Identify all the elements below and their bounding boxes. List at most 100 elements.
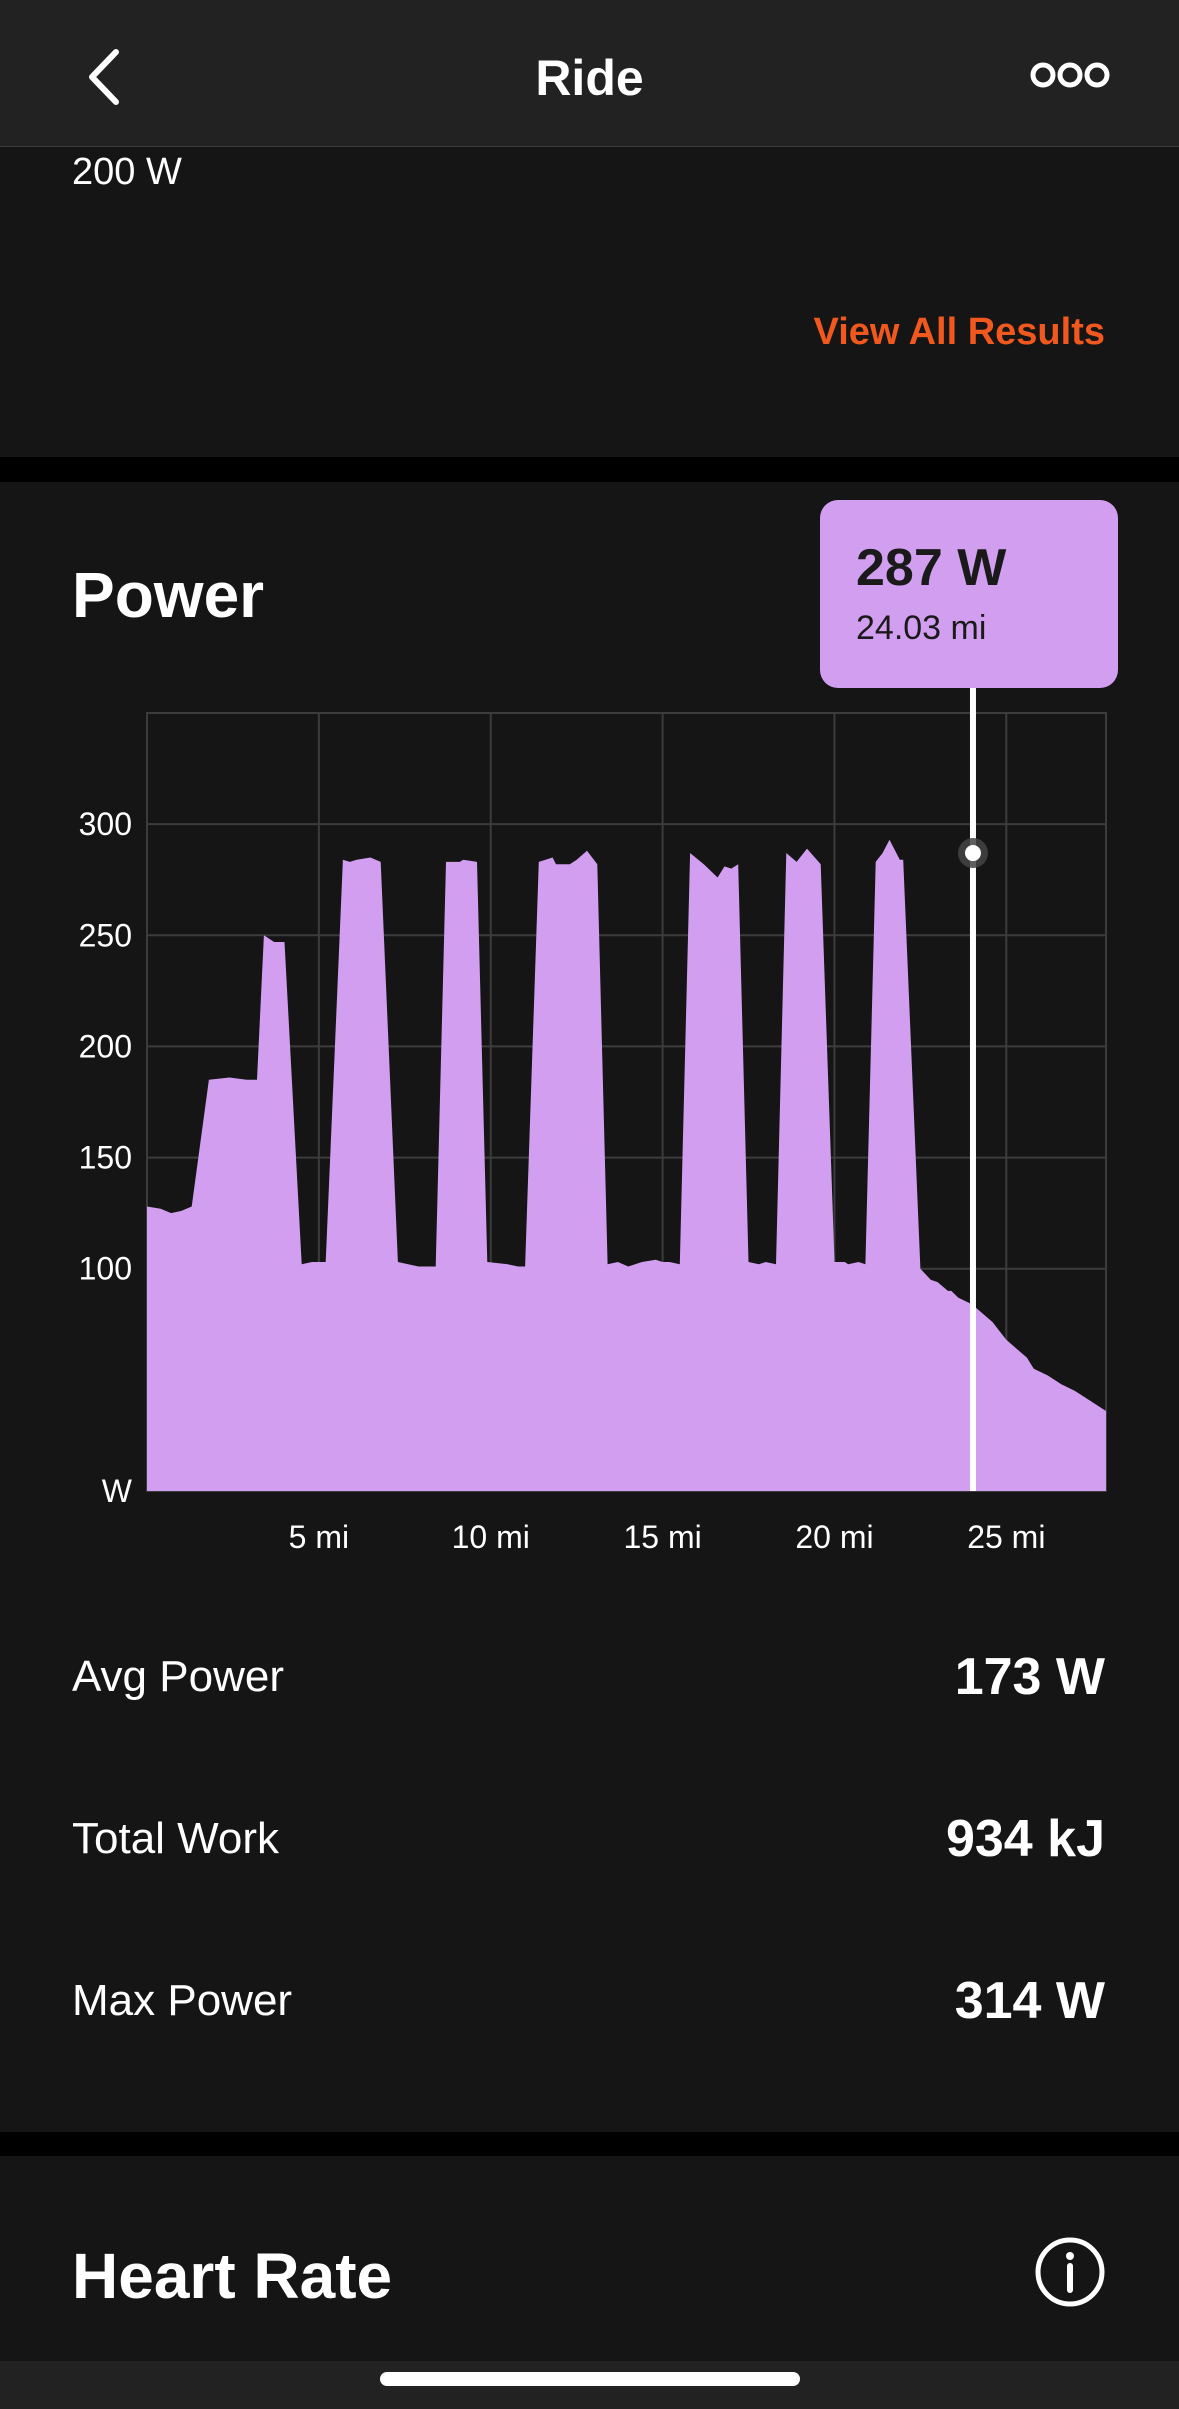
chart-data-point bbox=[356, 859, 357, 860]
chart-data-point bbox=[834, 1262, 835, 1263]
chart-data-point bbox=[380, 861, 381, 862]
chart-data-point bbox=[487, 1262, 488, 1263]
partial-result-value: 200 W bbox=[72, 151, 182, 193]
y-tick-label: 300 bbox=[79, 806, 132, 842]
chart-data-point bbox=[147, 1206, 148, 1207]
y-tick-label: 150 bbox=[79, 1140, 132, 1176]
chart-data-point bbox=[703, 864, 704, 865]
chart-data-point bbox=[525, 1266, 526, 1267]
chart-data-point bbox=[552, 857, 553, 858]
chart-data-point bbox=[518, 1266, 519, 1267]
heart-rate-section-title: Heart Rate bbox=[72, 2240, 393, 2312]
chart-data-point bbox=[597, 864, 598, 865]
chart-data-point bbox=[655, 1259, 656, 1260]
chart-data-point bbox=[796, 861, 797, 862]
chart-data-point bbox=[889, 839, 890, 840]
y-tick-label: 200 bbox=[79, 1028, 132, 1064]
chart-data-point bbox=[992, 1322, 993, 1323]
chart-data-point bbox=[435, 1266, 436, 1267]
chart-data-point bbox=[418, 1266, 419, 1267]
chart-data-point bbox=[370, 857, 371, 858]
chart-data-point bbox=[982, 1313, 983, 1314]
chart-data-point bbox=[951, 1290, 952, 1291]
chart-data-point bbox=[507, 1264, 508, 1265]
chart-data-point bbox=[459, 861, 460, 862]
chart-data-point bbox=[477, 861, 478, 862]
x-tick-label: 20 mi bbox=[795, 1519, 873, 1555]
x-tick-label: 25 mi bbox=[967, 1519, 1045, 1555]
chart-data-point bbox=[301, 1264, 302, 1265]
chart-data-point bbox=[576, 859, 577, 860]
chart-data-point bbox=[1061, 1384, 1062, 1385]
chart-data-point bbox=[628, 1266, 629, 1267]
chart-data-point bbox=[865, 1264, 866, 1265]
chart-data-point bbox=[1006, 1339, 1007, 1340]
power-section-title: Power bbox=[72, 559, 265, 631]
chart-data-point bbox=[556, 864, 557, 865]
chart-data-point bbox=[171, 1213, 172, 1214]
chart-data-point bbox=[875, 861, 876, 862]
chart-data-point bbox=[617, 1262, 618, 1263]
chart-data-point bbox=[191, 1206, 192, 1207]
chart-data-point bbox=[882, 853, 883, 854]
chart-data-point bbox=[848, 1264, 849, 1265]
chart-data-point bbox=[538, 861, 539, 862]
x-tick-label: 5 mi bbox=[289, 1519, 349, 1555]
chart-data-point bbox=[776, 1264, 777, 1265]
chart-data-point bbox=[463, 859, 464, 860]
chart-data-point bbox=[937, 1282, 938, 1283]
chart-data-point bbox=[858, 1262, 859, 1263]
stat-label-total-work: Total Work bbox=[72, 1814, 280, 1863]
chart-data-point bbox=[748, 1262, 749, 1263]
chart-data-point bbox=[758, 1264, 759, 1265]
chart-selected-point bbox=[964, 845, 981, 862]
stat-label-avg-power: Avg Power bbox=[72, 1652, 284, 1701]
chart-data-point bbox=[569, 864, 570, 865]
chart-data-point bbox=[1016, 1348, 1017, 1349]
results-card: 200 W View All Results bbox=[0, 147, 1179, 457]
chart-data-point bbox=[765, 1262, 766, 1263]
x-tick-label: 10 mi bbox=[452, 1519, 530, 1555]
chart-data-point bbox=[958, 1297, 959, 1298]
chart-data-point bbox=[246, 1079, 247, 1080]
stat-value-max-power: 314 W bbox=[954, 1972, 1105, 2030]
chart-data-point bbox=[607, 1264, 608, 1265]
y-axis-unit-label: W bbox=[102, 1473, 133, 1509]
chart-data-point bbox=[903, 859, 904, 860]
view-all-results-link[interactable]: View All Results bbox=[813, 311, 1105, 353]
chart-data-point bbox=[807, 848, 808, 849]
chart-data-point bbox=[724, 866, 725, 867]
chart-data-point bbox=[342, 859, 343, 860]
chart-data-point bbox=[1047, 1375, 1048, 1376]
chart-data-point bbox=[257, 1079, 258, 1080]
chart-data-point bbox=[920, 1268, 921, 1269]
chart-data-point bbox=[312, 1262, 313, 1263]
info-icon[interactable] bbox=[1034, 2236, 1106, 2308]
y-tick-label: 250 bbox=[79, 917, 132, 953]
chart-data-point bbox=[397, 1262, 398, 1263]
chart-tooltip: 287 W 24.03 mi bbox=[820, 500, 1118, 688]
home-indicator[interactable] bbox=[380, 2372, 800, 2386]
navigation-bar: Ride bbox=[0, 0, 1179, 147]
chart-data-point bbox=[587, 850, 588, 851]
x-tick-label: 15 mi bbox=[623, 1519, 701, 1555]
chart-data-point bbox=[717, 877, 718, 878]
more-horizontal-icon[interactable] bbox=[1030, 55, 1110, 95]
chart-data-point bbox=[208, 1079, 209, 1080]
power-chart[interactable]: 100 150 200 250 300 W 5 mi 10 mi 15 mi 20 mi 25 mi bbox=[0, 482, 1179, 1582]
chart-data-point bbox=[731, 868, 732, 869]
chart-data-point bbox=[274, 942, 275, 943]
tooltip-distance: 24.03 mi bbox=[856, 609, 987, 647]
chart-data-point bbox=[325, 1262, 326, 1263]
chevron-left-icon[interactable] bbox=[80, 42, 130, 112]
chart-data-point bbox=[1092, 1402, 1093, 1403]
y-tick-label: 100 bbox=[79, 1251, 132, 1287]
chart-data-point bbox=[1106, 1411, 1107, 1412]
chart-data-point bbox=[899, 859, 900, 860]
chart-data-point bbox=[930, 1279, 931, 1280]
chart-data-point bbox=[1033, 1368, 1034, 1369]
chart-data-point bbox=[786, 853, 787, 854]
chart-data-point bbox=[349, 861, 350, 862]
stat-value-total-work: 934 kJ bbox=[945, 1810, 1105, 1868]
chart-data-point bbox=[229, 1077, 230, 1078]
